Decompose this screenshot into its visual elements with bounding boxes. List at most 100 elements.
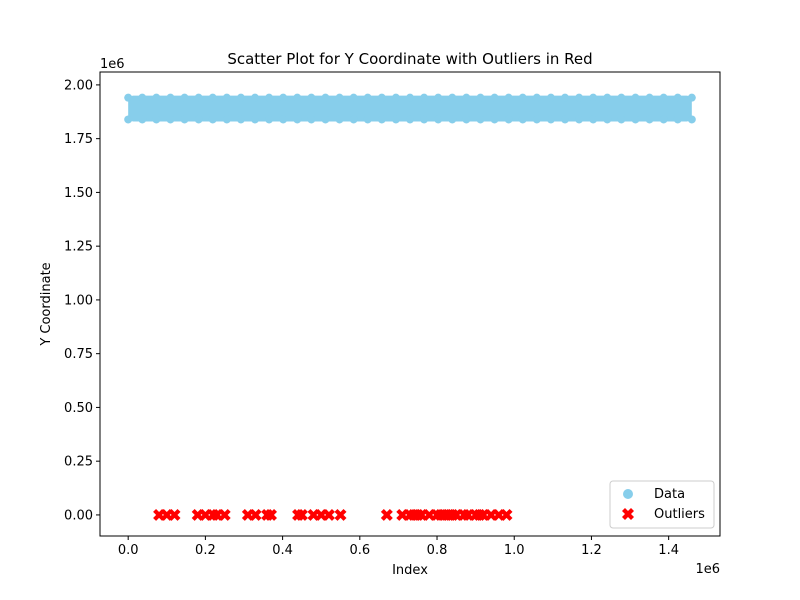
data-point: [476, 115, 485, 124]
data-point: [138, 115, 147, 124]
data-point: [349, 93, 358, 102]
data-point: [265, 115, 274, 124]
data-point: [448, 115, 457, 124]
data-point: [575, 93, 584, 102]
plot-area: [124, 93, 696, 521]
y-tick-label: 0.00: [64, 508, 93, 523]
data-point: [673, 115, 682, 124]
data-point: [208, 115, 217, 124]
data-point: [631, 93, 640, 102]
data-point: [180, 115, 189, 124]
x-offset-text: 1e6: [695, 562, 720, 577]
data-point: [406, 93, 414, 102]
data-point: [617, 93, 626, 102]
data-point: [561, 115, 569, 124]
x-tick-label: 0.6: [349, 543, 370, 558]
data-point: [462, 115, 471, 124]
legend-data-label: Data: [654, 487, 685, 502]
outlier-point: [265, 508, 278, 521]
data-point: [631, 115, 640, 124]
data-point: [391, 93, 400, 102]
data-point: [532, 115, 541, 124]
x-tick-label: 1.0: [504, 543, 525, 558]
outlier-point: [500, 508, 513, 521]
outlier-point: [249, 508, 262, 521]
y-tick-label: 1.00: [64, 293, 93, 308]
data-point: [659, 115, 668, 124]
data-point: [687, 115, 696, 124]
data-point: [377, 115, 386, 124]
data-point: [138, 93, 147, 102]
y-tick-label: 1.50: [64, 186, 93, 201]
x-tick-label: 0.2: [195, 543, 216, 558]
data-point: [546, 93, 555, 102]
data-point: [307, 93, 316, 102]
legend-outliers-marker: [622, 508, 634, 520]
data-point: [645, 115, 654, 124]
data-point: [363, 93, 372, 102]
data-point: [335, 93, 344, 102]
data-point: [561, 93, 569, 102]
data-point: [546, 115, 555, 124]
data-point: [617, 115, 626, 124]
legend-outliers-label: Outliers: [654, 507, 705, 522]
data-point: [166, 115, 175, 124]
data-point: [236, 93, 245, 102]
data-point: [532, 93, 541, 102]
data-point: [518, 115, 527, 124]
x-tick-label: 0.0: [118, 543, 139, 558]
data-point: [518, 93, 527, 102]
y-axis-label: Y Coordinate: [39, 262, 54, 346]
y-tick-label: 1.75: [64, 132, 93, 147]
data-point: [265, 93, 274, 102]
outlier-point: [168, 508, 181, 521]
data-point: [124, 93, 133, 102]
data-point: [673, 93, 682, 102]
data-point: [180, 93, 189, 102]
data-point: [659, 93, 668, 102]
data-point: [166, 93, 175, 102]
y-tick-label: 0.25: [64, 455, 93, 470]
legend-box: [609, 480, 715, 529]
axis-ticks: 0.0 0.2 0.4 0.6 0.8 1.0 1.2 1.4 0.00 0.25 0.50 0.75…: [64, 78, 679, 558]
x-tick-label: 1.4: [658, 543, 679, 558]
data-point: [462, 93, 471, 102]
data-point: [321, 93, 330, 102]
data-point: [504, 115, 513, 124]
data-point: [434, 115, 443, 124]
data-point: [152, 93, 161, 102]
data-point: [391, 115, 400, 124]
data-point: [603, 115, 612, 124]
outlier-legend-icon: [622, 508, 634, 520]
outliers-series: [153, 508, 513, 521]
data-point: [251, 93, 259, 102]
data-point: [448, 93, 457, 102]
plot-frame: [99, 71, 721, 537]
chart-title: Scatter Plot for Y Coordinate with Outli…: [227, 50, 592, 68]
outlier-point: [322, 508, 335, 521]
x-tick-label: 0.4: [272, 543, 293, 558]
y-tick-label: 0.75: [64, 347, 93, 362]
data-point: [349, 115, 358, 124]
data-point: [603, 93, 612, 102]
data-point: [335, 115, 344, 124]
data-point: [645, 93, 654, 102]
data-point: [363, 115, 372, 124]
outlier-point: [380, 508, 393, 521]
legend: Data Outliers: [609, 480, 715, 529]
data-point: [293, 115, 302, 124]
data-point: [420, 93, 429, 102]
outlier-point: [334, 508, 347, 521]
data-point: [194, 115, 203, 124]
data-point: [307, 115, 316, 124]
y-tick-label: 1.25: [64, 240, 93, 255]
data-point: [687, 93, 696, 102]
outlier-point: [295, 508, 308, 521]
data-point: [406, 115, 414, 124]
data-point: [222, 115, 231, 124]
legend-data-marker: [623, 489, 633, 499]
data-point: [420, 115, 429, 124]
data-point: [377, 93, 386, 102]
data-point: [589, 93, 598, 102]
